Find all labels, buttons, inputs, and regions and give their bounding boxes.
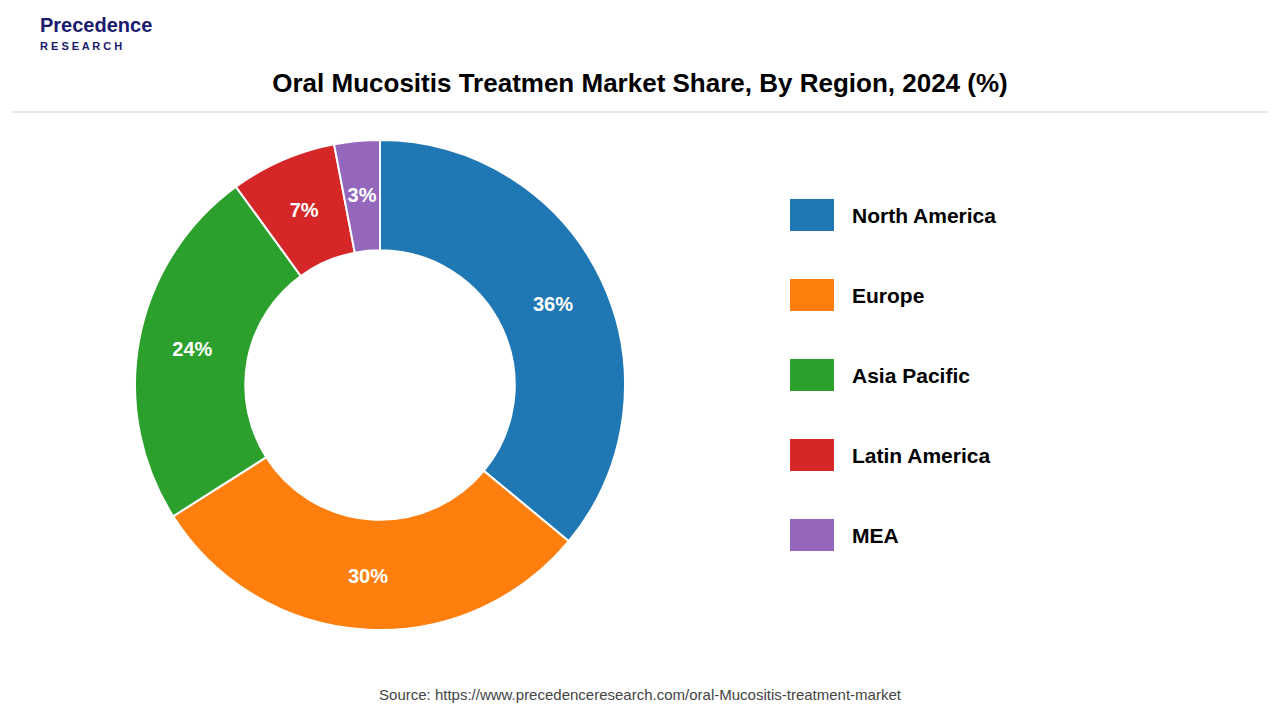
legend-item: Latin America [790,439,990,471]
legend-swatch [790,279,834,311]
legend-item: Asia Pacific [790,359,970,391]
data-label: 7% [290,199,319,221]
legend-swatch [790,359,834,391]
legend-label: Latin America [852,444,990,467]
separator [13,111,1267,112]
source-text: Source: https://www.precedenceresearch.c… [379,686,902,703]
donut-slice [173,457,569,630]
legend-item: North America [790,199,996,231]
legend: North America Europe Asia Pacific Latin Ame… [790,199,996,551]
logo-line1: Precedence [40,14,152,36]
data-label: 3% [348,184,377,206]
legend-label: North America [852,204,996,227]
data-label: 24% [172,338,212,360]
data-labels: 36% 30% 24% 7% 3% [172,184,573,587]
data-label: 36% [533,293,573,315]
legend-swatch [790,199,834,231]
donut-slice [380,140,625,541]
data-label: 30% [348,565,388,587]
legend-item: MEA [790,519,899,551]
donut [135,140,625,630]
legend-label: MEA [852,524,899,547]
chart-svg: Precedence R E S E A R C H Oral Mucositis … [0,0,1280,720]
legend-swatch [790,519,834,551]
legend-label: Europe [852,284,924,307]
donut-slice [334,140,380,253]
legend-label: Asia Pacific [852,364,970,387]
legend-item: Europe [790,279,924,311]
logo-line2: R E S E A R C H [40,40,122,52]
legend-swatch [790,439,834,471]
chart-title: Oral Mucositis Treatmen Market Share, By… [272,68,1007,98]
